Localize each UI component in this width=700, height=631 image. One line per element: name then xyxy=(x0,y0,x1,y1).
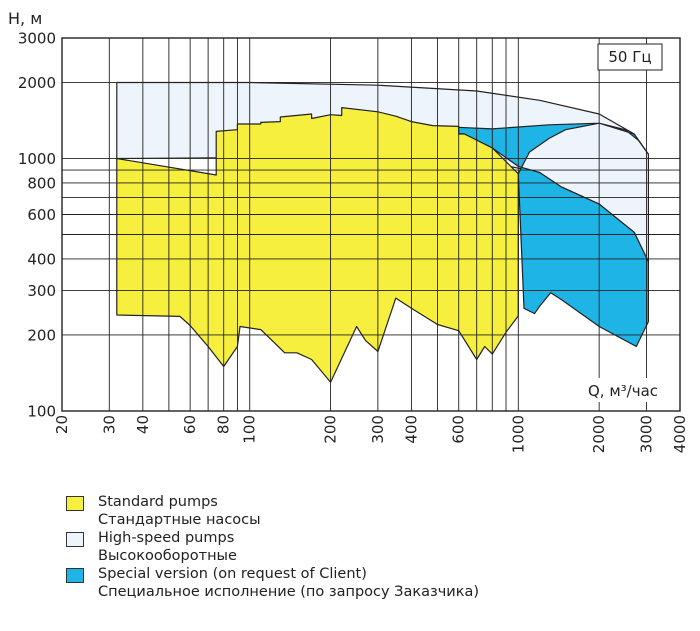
y-tick-label: 300 xyxy=(27,282,56,300)
legend-label-high-speed: High-speed pumps xyxy=(98,530,235,546)
legend-label-special-ru: Специальное исполнение (по запросу Заказ… xyxy=(98,584,480,600)
x-tick-label: 1000 xyxy=(509,415,527,453)
x-tick-label: 80 xyxy=(215,415,233,434)
x-tick-label: 200 xyxy=(322,415,340,444)
plot-frame xyxy=(61,37,681,412)
x-tick-label: 30 xyxy=(100,415,118,434)
x-tick-label: 3000 xyxy=(637,415,655,453)
y-tick-label: 100 xyxy=(27,403,56,421)
area-standard xyxy=(116,107,519,383)
y-tick-label: 400 xyxy=(27,250,56,268)
legend-swatch-special xyxy=(66,568,84,583)
y-tick-label: 1000 xyxy=(18,150,56,168)
x-tick-label: 60 xyxy=(181,415,199,434)
x-tick-label: 4000 xyxy=(671,415,689,453)
y-tick-label: 200 xyxy=(27,326,56,344)
x-tick-label: 2000 xyxy=(590,415,608,453)
legend-swatch-high-speed xyxy=(66,532,84,547)
legend-swatch-standard xyxy=(66,496,84,511)
grid-lines xyxy=(62,38,680,411)
legend-label-standard-ru: Стандартные насосы xyxy=(98,512,261,528)
y-tick-label: 800 xyxy=(27,174,56,192)
pump-performance-chart: 100 200 300 400 600 800 1000 2000 3000 20 30 40 60 8… xyxy=(8,9,689,453)
x-tick-label: 40 xyxy=(134,415,152,434)
legend-label-high-speed-ru: Высокооборотные xyxy=(98,548,237,564)
x-tick-label: 400 xyxy=(402,415,420,444)
frequency-badge: 50 Гц xyxy=(608,48,651,66)
y-tick-labels: 100 200 300 400 600 800 1000 2000 3000 xyxy=(18,30,56,421)
legend-label-special: Special version (on request of Client) xyxy=(98,566,367,582)
x-tick-label: 20 xyxy=(53,415,71,434)
y-tick-label: 2000 xyxy=(18,74,56,92)
y-axis-label: H, м xyxy=(8,9,42,28)
x-axis-label: Q, м³/час xyxy=(588,382,658,400)
y-tick-label: 3000 xyxy=(18,30,56,48)
x-tick-labels: 20 30 40 60 80 100 200 300 400 600 1000 2000 3000 400… xyxy=(53,415,689,453)
x-tick-label: 100 xyxy=(241,415,259,444)
frequency-badge-box xyxy=(597,43,663,71)
legend-label-standard: Standard pumps xyxy=(98,494,218,510)
x-tick-label: 300 xyxy=(369,415,387,444)
y-tick-label: 600 xyxy=(27,206,56,224)
x-tick-label: 600 xyxy=(450,415,468,444)
x-axis-label-background xyxy=(584,378,676,402)
area-series-group xyxy=(116,81,649,383)
